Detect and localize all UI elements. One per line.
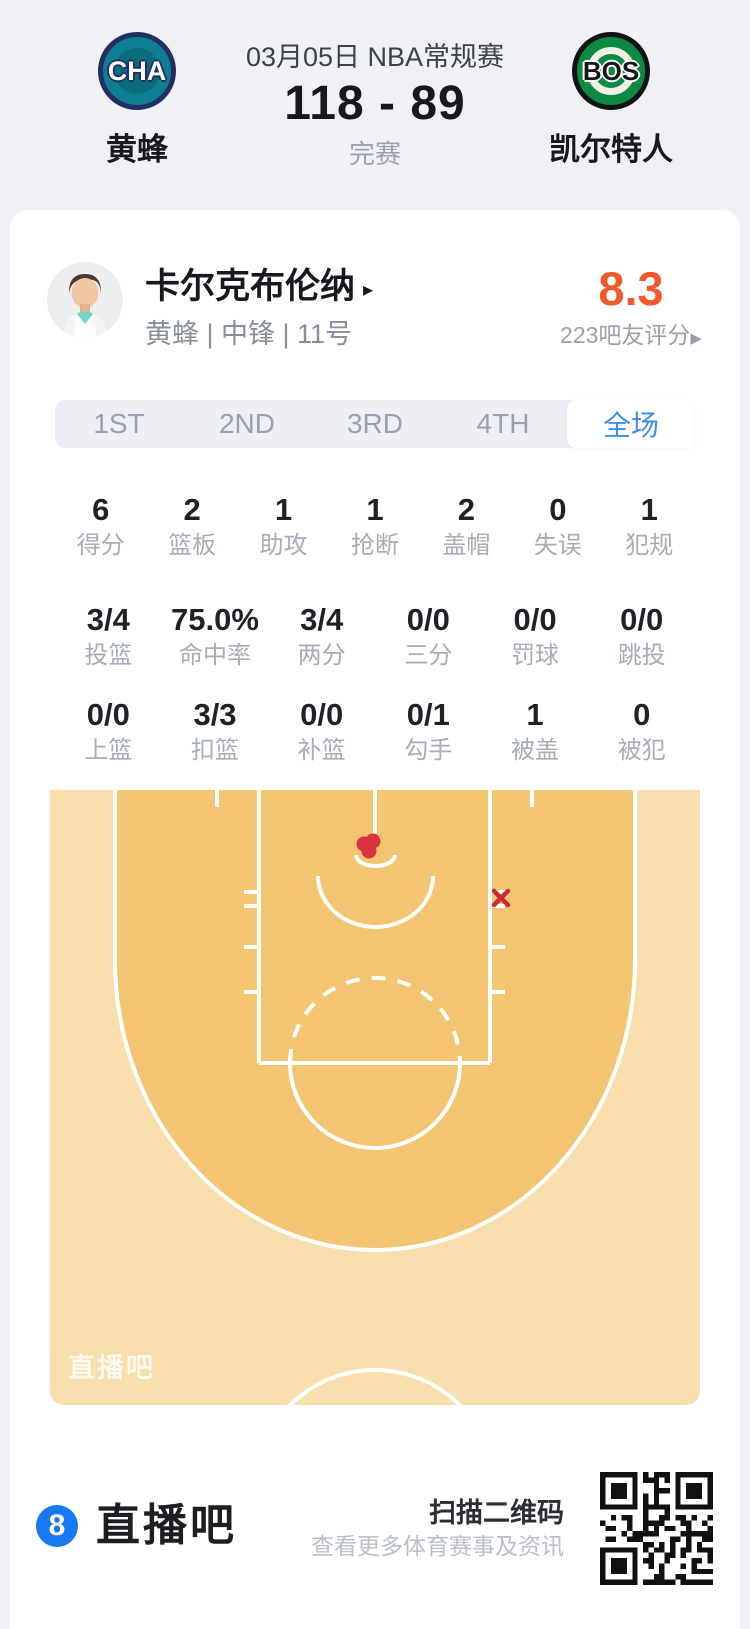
- hornets-abbr: CHA: [107, 55, 167, 86]
- rating-value: 8.3: [598, 262, 664, 315]
- zhibo8-logo-icon: 8: [36, 1505, 78, 1547]
- stat-rebounds: 2 篮板: [168, 492, 217, 560]
- player-photo: [47, 262, 123, 338]
- stat-layup: 0/0 上篮: [84, 697, 133, 765]
- stats-row-shot-types: 0/0 上篮 3/3 扣篮 0/0 补篮 0/1 勾手 1 被盖 0 被犯: [55, 698, 695, 765]
- shot-chart: 直播吧: [50, 790, 700, 1405]
- stat-tipin: 0/0 补篮: [297, 697, 346, 765]
- shot-markers: [356, 833, 511, 908]
- tab-full-game[interactable]: 全场: [567, 400, 695, 448]
- team-away[interactable]: BOS 凯尔特人: [521, 32, 701, 167]
- player-stats-card: 卡尔克布伦纳 ▸ 黄蜂 | 中锋 | 11号 8.3 223吧友评分▶ 1ST …: [10, 210, 740, 1629]
- rating-label: 223吧友评分▶: [560, 322, 702, 348]
- player-name-row[interactable]: 卡尔克布伦纳 ▸: [145, 266, 373, 308]
- stat-blocks: 2 盖帽: [442, 492, 491, 560]
- stat-steals: 1 抢断: [350, 492, 399, 560]
- stat-jumpshot: 0/0 跳投: [617, 602, 666, 670]
- stat-turnovers: 0 失误: [533, 492, 582, 560]
- stat-fg-pct: 75.0% 命中率: [171, 602, 259, 670]
- stat-points: 6 得分: [76, 492, 125, 560]
- rating-arrow-icon: ▶: [690, 330, 702, 347]
- player-rating-block[interactable]: 8.3 223吧友评分▶: [546, 264, 716, 352]
- stat-dunk: 3/3 扣篮: [191, 697, 239, 765]
- celtics-abbr: BOS: [582, 55, 640, 86]
- stats-row-shooting: 3/4 投篮 75.0% 命中率 3/4 两分 0/0 三分 0/0 罚球 0/0 跳投: [55, 603, 695, 670]
- stat-fg: 3/4 投篮: [84, 602, 133, 670]
- quarter-tabs: 1ST 2ND 3RD 4TH 全场: [55, 400, 695, 448]
- home-team-name: 黄蜂: [106, 132, 168, 167]
- tab-2nd[interactable]: 2ND: [218, 408, 275, 439]
- stat-assists: 1 助攻: [259, 492, 308, 560]
- player-detail-arrow-icon: ▸: [363, 278, 374, 301]
- player-name: 卡尔克布伦纳: [145, 267, 356, 306]
- qr-subtitle: 查看更多体育赛事及资讯: [311, 1533, 564, 1559]
- celtics-logo-icon: BOS: [572, 32, 650, 110]
- tab-1st[interactable]: 1ST: [93, 408, 145, 439]
- shot-chart-court: [50, 790, 700, 1405]
- qr-code-image: [600, 1472, 713, 1585]
- player-meta: 黄蜂 | 中锋 | 11号: [145, 319, 353, 349]
- match-status: 完赛: [348, 139, 401, 169]
- stat-2pt: 3/4 两分: [297, 602, 346, 670]
- player-avatar[interactable]: [47, 262, 123, 338]
- stat-fouled: 0 被犯: [617, 697, 666, 765]
- qr-caption: 扫描二维码 查看更多体育赛事及资讯: [311, 1498, 564, 1559]
- stat-blocked: 1 被盖: [511, 697, 560, 765]
- brand-name: 直播吧: [96, 1501, 237, 1550]
- stat-fouls: 1 犯规: [625, 492, 674, 560]
- away-team-name: 凯尔特人: [549, 132, 673, 167]
- team-home[interactable]: CHA 黄蜂: [47, 32, 227, 167]
- hornets-logo-icon: CHA: [98, 32, 176, 110]
- stat-3pt: 0/0 三分: [404, 602, 453, 670]
- qr-title: 扫描二维码: [429, 1498, 564, 1528]
- tab-3rd[interactable]: 3RD: [346, 408, 403, 439]
- match-summary: 03月05日 NBA常规赛 118 - 89 完赛: [165, 42, 585, 168]
- stat-ft: 0/0 罚球: [511, 602, 560, 670]
- qr-code: [600, 1472, 713, 1585]
- court-watermark: 直播吧: [68, 1353, 155, 1383]
- stat-hook: 0/1 勾手: [404, 697, 453, 765]
- stats-row-basic: 6 得分 2 篮板 1 助攻 1 抢断 2 盖帽 0 失误 1 犯规: [55, 493, 695, 560]
- match-date-title: 03月05日 NBA常规赛: [245, 42, 505, 72]
- match-score: 118 - 89: [284, 77, 466, 130]
- tab-4th[interactable]: 4TH: [476, 408, 530, 439]
